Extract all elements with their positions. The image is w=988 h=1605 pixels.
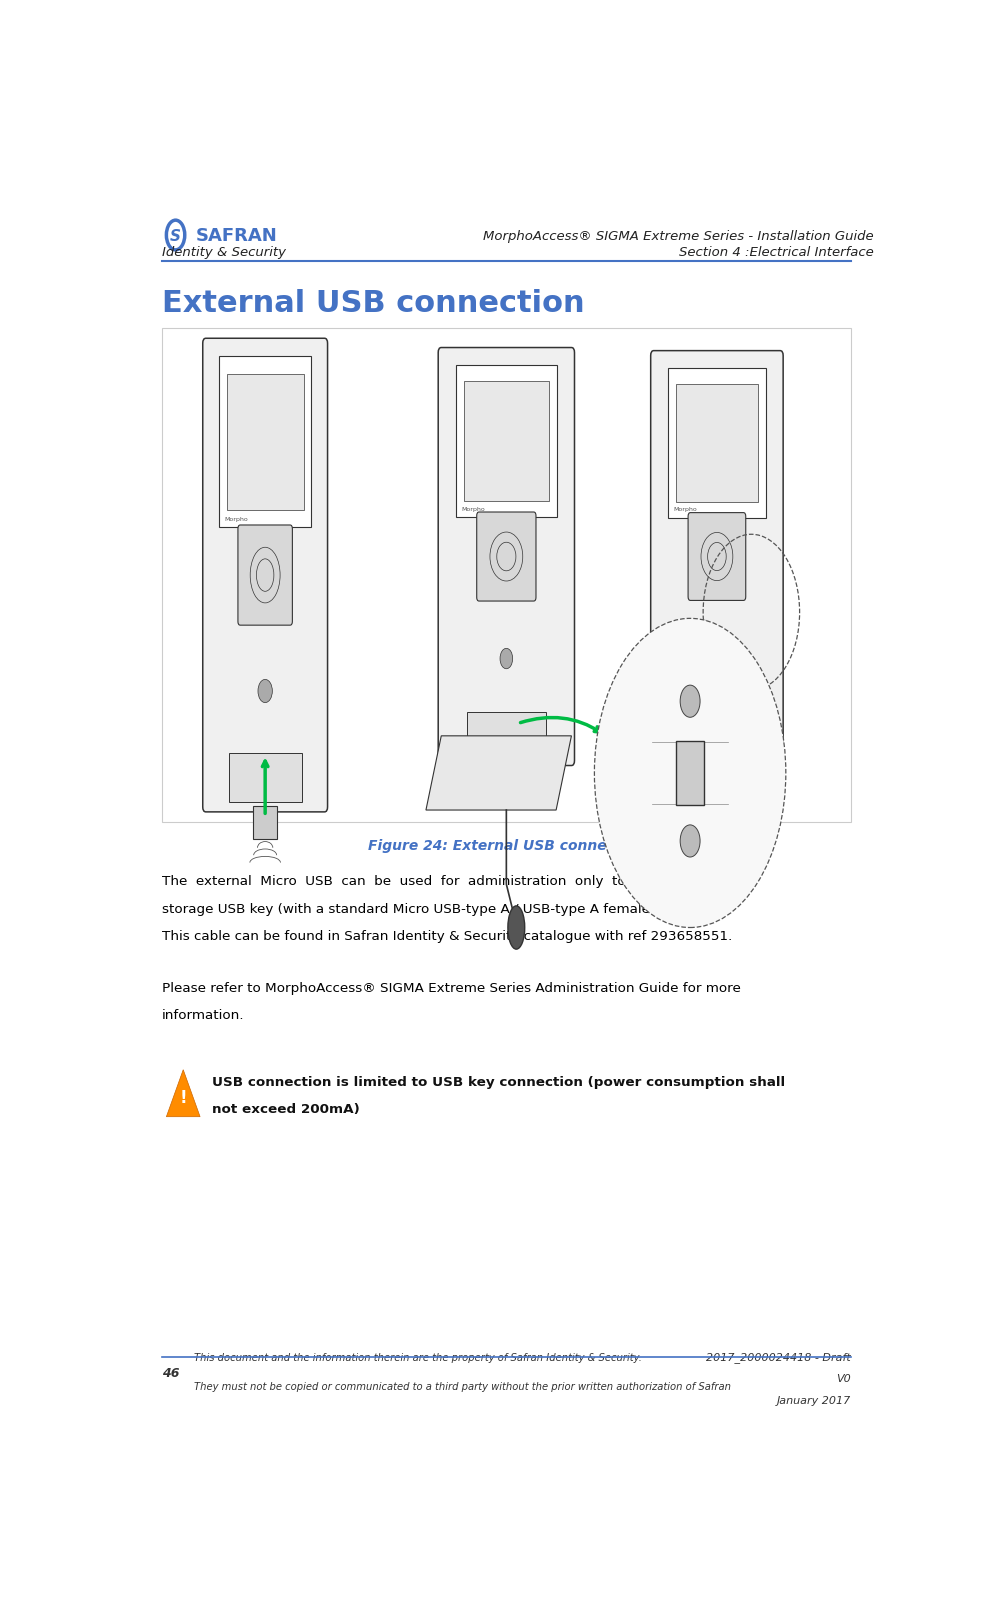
FancyBboxPatch shape [668, 369, 766, 518]
Text: Section 4 :Electrical Interface: Section 4 :Electrical Interface [679, 246, 874, 258]
Text: Morpho: Morpho [224, 517, 248, 522]
FancyBboxPatch shape [439, 348, 574, 766]
FancyBboxPatch shape [477, 512, 535, 602]
Text: !: ! [180, 1088, 187, 1106]
Text: 2017_2000024418 - Draft: 2017_2000024418 - Draft [706, 1351, 851, 1361]
Text: Identity & Security: Identity & Security [162, 246, 286, 258]
Text: V0: V0 [836, 1372, 851, 1384]
Circle shape [710, 647, 723, 668]
Text: SAFRAN: SAFRAN [196, 226, 278, 246]
FancyBboxPatch shape [238, 526, 292, 626]
Circle shape [258, 681, 273, 703]
Text: Figure 24: External USB connection: Figure 24: External USB connection [368, 839, 645, 852]
Text: not exceed 200mA): not exceed 200mA) [211, 1103, 360, 1115]
Text: Morpho: Morpho [461, 506, 485, 512]
Ellipse shape [508, 907, 525, 950]
FancyBboxPatch shape [466, 713, 546, 756]
Text: MorphoAccess® SIGMA Extreme Series - Installation Guide: MorphoAccess® SIGMA Extreme Series - Ins… [483, 230, 874, 242]
Text: January 2017: January 2017 [777, 1395, 851, 1404]
FancyBboxPatch shape [229, 754, 301, 802]
Text: The  external  Micro  USB  can  be  used  for  administration  only  to  connect: The external Micro USB can be used for a… [162, 875, 749, 888]
Text: This cable can be found in Safran Identity & Security catalogue with ref 2936585: This cable can be found in Safran Identi… [162, 929, 732, 942]
Circle shape [680, 825, 700, 857]
Circle shape [595, 620, 785, 928]
FancyBboxPatch shape [456, 366, 556, 517]
Circle shape [500, 648, 513, 669]
FancyBboxPatch shape [677, 742, 703, 806]
FancyBboxPatch shape [226, 374, 303, 510]
FancyBboxPatch shape [162, 329, 851, 823]
FancyBboxPatch shape [464, 382, 548, 501]
Text: This document and the information therein are the property of Safran Identity & : This document and the information therei… [194, 1351, 642, 1361]
Text: They must not be copied or communicated to a third party without the prior writt: They must not be copied or communicated … [194, 1382, 731, 1392]
FancyBboxPatch shape [203, 339, 328, 812]
Circle shape [680, 685, 700, 717]
Text: Morpho: Morpho [674, 507, 698, 512]
Text: S: S [170, 228, 181, 244]
Polygon shape [166, 1071, 200, 1117]
Text: information.: information. [162, 1008, 244, 1021]
Text: External USB connection: External USB connection [162, 289, 585, 318]
FancyBboxPatch shape [219, 356, 311, 528]
FancyBboxPatch shape [678, 711, 756, 753]
FancyBboxPatch shape [651, 351, 783, 762]
Text: Please refer to MorphoAccess® SIGMA Extreme Series Administration Guide for more: Please refer to MorphoAccess® SIGMA Extr… [162, 981, 741, 993]
FancyBboxPatch shape [676, 385, 758, 502]
FancyBboxPatch shape [688, 514, 746, 600]
Polygon shape [426, 737, 571, 811]
Text: 46: 46 [162, 1366, 179, 1379]
Text: storage USB key (with a standard Micro USB-type A / USB-type A female adapter).: storage USB key (with a standard Micro U… [162, 902, 717, 915]
Text: USB connection is limited to USB key connection (power consumption shall: USB connection is limited to USB key con… [211, 1075, 784, 1088]
FancyBboxPatch shape [253, 806, 278, 839]
